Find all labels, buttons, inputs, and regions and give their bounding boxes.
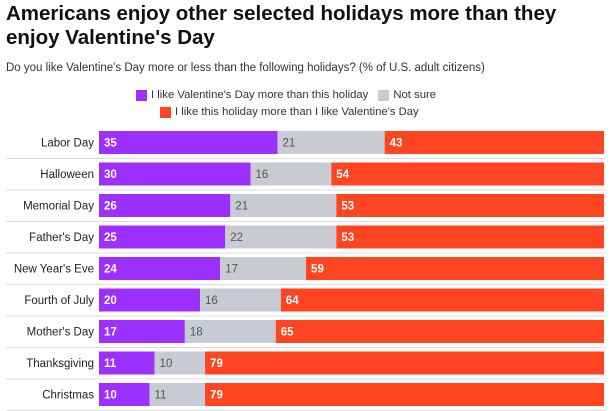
- category-label-fourth-of-july: Fourth of July: [24, 295, 94, 307]
- bar-new-year-s-eve-series-2: [306, 257, 604, 280]
- value-label-mother-s-day-series-1: 18: [190, 327, 203, 339]
- bar-fourth-of-july-series-0: [99, 288, 200, 312]
- bar-christmas-series-0: [99, 383, 150, 406]
- value-label-labor-day-series-0: 35: [104, 138, 117, 150]
- value-label-mother-s-day-series-2: 65: [281, 327, 294, 339]
- chart-subtitle: Do you like Valentine's Day more or less…: [6, 62, 485, 74]
- value-label-new-year-s-eve-series-0: 24: [104, 264, 117, 276]
- category-label-memorial-day: Memorial Day: [23, 201, 94, 213]
- legend-row-2: I like this holiday more than I like Val…: [160, 106, 419, 118]
- value-label-father-s-day-series-2: 53: [341, 232, 354, 244]
- value-label-fourth-of-july-series-2: 64: [286, 295, 299, 307]
- bar-memorial-day-series-1: [230, 194, 337, 217]
- bar-halloween-series-1: [250, 162, 332, 186]
- bar-memorial-day-series-0: [99, 194, 231, 217]
- value-label-labor-day-series-1: 21: [283, 138, 296, 150]
- bar-memorial-day-series-2: [336, 194, 604, 217]
- value-label-christmas-series-0: 10: [104, 390, 117, 402]
- bar-thanksgiving-series-2: [205, 351, 605, 375]
- bar-father-s-day-series-2: [336, 225, 604, 249]
- value-label-memorial-day-series-2: 53: [341, 201, 354, 213]
- bar-christmas-series-1: [149, 383, 206, 406]
- legend-swatch-not-sure: [378, 89, 390, 101]
- bar-fourth-of-july-series-2: [280, 288, 604, 312]
- category-label-new-year-s-eve: New Year's Eve: [14, 264, 94, 276]
- bar-mother-s-day-series-1: [184, 320, 276, 343]
- value-label-thanksgiving-series-0: 11: [104, 358, 117, 370]
- category-label-christmas: Christmas: [42, 390, 94, 402]
- legend-label-valentine-more: I like Valentine's Day more than this ho…: [151, 89, 369, 101]
- value-label-halloween-series-2: 54: [336, 169, 349, 181]
- value-label-new-year-s-eve-series-2: 59: [311, 264, 324, 276]
- bar-mother-s-day-series-2: [275, 320, 604, 343]
- bar-thanksgiving-series-1: [154, 351, 206, 375]
- category-label-father-s-day: Father's Day: [29, 232, 94, 244]
- legend-label-not-sure: Not sure: [393, 89, 437, 101]
- value-label-christmas-series-1: 11: [155, 390, 167, 402]
- chart-title: Americans enjoy other selected holidays …: [6, 2, 557, 49]
- category-label-halloween: Halloween: [40, 169, 94, 181]
- category-label-thanksgiving: Thanksgiving: [26, 358, 94, 370]
- category-label-labor-day: Labor Day: [41, 138, 94, 150]
- value-label-new-year-s-eve-series-1: 17: [225, 264, 238, 276]
- bar-christmas-series-2: [205, 383, 605, 406]
- legend-swatch-valentine-more: [136, 89, 147, 101]
- bar-labor-day-series-2: [384, 131, 604, 154]
- bar-fourth-of-july-series-1: [200, 288, 281, 312]
- bar-labor-day-series-0: [99, 131, 278, 154]
- bar-father-s-day-series-1: [225, 225, 337, 249]
- value-label-memorial-day-series-1: 21: [235, 201, 248, 213]
- legend-swatch-holiday-more: [160, 106, 171, 118]
- bar-halloween-series-0: [99, 162, 251, 186]
- value-label-labor-day-series-2: 43: [390, 138, 403, 150]
- bar-mother-s-day-series-0: [99, 320, 185, 343]
- value-label-thanksgiving-series-2: 79: [210, 358, 223, 370]
- value-label-thanksgiving-series-1: 10: [160, 358, 173, 370]
- bar-labor-day-series-1: [277, 131, 385, 154]
- legend-row-1: I like Valentine's Day more than this ho…: [136, 89, 436, 101]
- bar-halloween-series-2: [331, 162, 604, 186]
- category-label-mother-s-day: Mother's Day: [27, 327, 95, 339]
- bar-father-s-day-series-0: [99, 225, 226, 249]
- legend-label-holiday-more: I like this holiday more than I like Val…: [175, 106, 419, 118]
- value-label-fourth-of-july-series-0: 20: [104, 295, 117, 307]
- value-label-memorial-day-series-0: 26: [104, 201, 117, 213]
- bar-thanksgiving-series-0: [99, 351, 155, 375]
- value-label-halloween-series-1: 16: [256, 169, 269, 181]
- value-label-halloween-series-0: 30: [104, 169, 117, 181]
- bar-new-year-s-eve-series-1: [220, 257, 307, 280]
- value-label-father-s-day-series-1: 22: [230, 232, 243, 244]
- value-label-mother-s-day-series-0: 17: [104, 327, 117, 339]
- value-label-fourth-of-july-series-1: 16: [205, 295, 218, 307]
- value-label-christmas-series-2: 79: [210, 390, 223, 402]
- bar-new-year-s-eve-series-0: [99, 257, 221, 280]
- value-label-father-s-day-series-0: 25: [104, 232, 117, 244]
